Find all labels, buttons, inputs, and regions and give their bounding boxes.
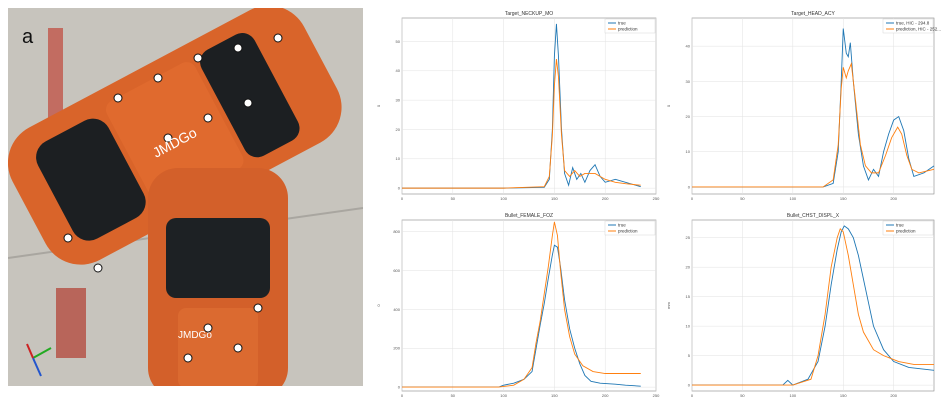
x-tick-label: 200 — [890, 196, 897, 201]
x-tick-label: 200 — [602, 196, 609, 201]
x-tick-label: 100 — [789, 196, 796, 201]
brand-text-2: JMDGo — [178, 330, 212, 341]
x-tick-label: 50 — [451, 393, 456, 398]
y-tick-label: 10 — [686, 324, 691, 329]
x-tick-label: 0 — [401, 393, 404, 398]
y-tick-label: 10 — [396, 156, 401, 161]
x-tick-label: 0 — [691, 393, 694, 398]
x-tick-label: 150 — [840, 196, 847, 201]
y-tick-label: 25 — [686, 235, 691, 240]
legend-label: prediction — [618, 27, 638, 32]
y-tick-label: 0 — [398, 385, 401, 390]
legend-label: true — [618, 21, 626, 26]
y-tick-label: 0 — [398, 186, 401, 191]
legend-label: prediction — [618, 229, 638, 234]
legend-box — [882, 18, 934, 34]
x-tick-label: 100 — [789, 393, 796, 398]
series-line-prediction — [402, 221, 641, 388]
chart-title: Target_NECKUP_MO — [505, 11, 553, 17]
chart-title: Target_HEAD_ACY — [791, 11, 835, 17]
x-tick-label: 50 — [740, 196, 745, 201]
legend-box — [604, 220, 656, 236]
y-tick-label: 30 — [686, 79, 691, 84]
y-axis-label: 0 — [666, 104, 671, 107]
legend-box — [882, 220, 934, 236]
legend-label: true, HIC - 294.8 — [896, 21, 930, 26]
x-tick-label: 0 — [691, 196, 694, 201]
y-tick-label: 10 — [686, 149, 691, 154]
x-tick-label: 200 — [890, 393, 897, 398]
chart-c: 0 50 100 150 200 0 10 20 30 40 Target_HEAD_ACY 0 tru… — [662, 8, 941, 208]
y-tick-label: 200 — [393, 346, 400, 351]
x-tick-label: 100 — [500, 196, 507, 201]
y-tick-label: 40 — [396, 68, 401, 73]
y-tick-label: 40 — [686, 44, 691, 49]
panel-label-a: a — [22, 26, 34, 48]
chart-d: 0 50 100 150 200 250 0 200 400 600 800 Bullet_FEMAL… — [372, 210, 662, 405]
x-tick-label: 200 — [602, 393, 609, 398]
plot-area — [691, 17, 935, 195]
y-tick-label: 0 — [688, 383, 691, 388]
y-tick-label: 20 — [396, 127, 401, 132]
chart-title: Bullet_FEMALE_FOZ — [505, 213, 553, 219]
y-tick-label: 400 — [393, 307, 400, 312]
series-line-prediction — [692, 228, 934, 386]
crash-test-illustration: JMDGo JMDGo — [8, 8, 363, 386]
plot-area — [401, 17, 657, 195]
y-axis-label: 0 — [376, 104, 381, 107]
y-axis-label: 0 — [376, 304, 381, 307]
y-axis-label: mm — [666, 302, 671, 309]
x-tick-label: 250 — [653, 393, 660, 398]
legend-label: prediction, HIC - 252... — [896, 27, 941, 32]
series-line-prediction — [692, 62, 935, 188]
plot-area — [691, 219, 935, 392]
x-tick-label: 50 — [740, 393, 745, 398]
chart-d-svg: 0 50 100 150 200 250 0 200 400 600 800 Bullet_FEMAL… — [376, 213, 660, 398]
legend-label: prediction — [896, 229, 916, 234]
chart-b-svg: 0 50 100 150 200 250 0 10 20 30 40 50 Target_NECKUP_… — [376, 11, 660, 201]
y-tick-label: 20 — [686, 114, 691, 119]
x-tick-label: 0 — [401, 196, 404, 201]
x-tick-label: 250 — [653, 196, 660, 201]
y-tick-label: 20 — [686, 265, 691, 270]
crash-test-photo: JMDGo JMDGo — [8, 8, 363, 386]
legend-label: true — [618, 223, 626, 228]
y-tick-label: 800 — [393, 229, 400, 234]
chart-b: 0 50 100 150 200 250 0 10 20 30 40 50 Target_NECKUP_… — [372, 8, 662, 208]
series-line-true — [692, 28, 935, 188]
chart-title: Bullet_CHST_DISPL_X — [787, 213, 840, 219]
chart-c-svg: 0 50 100 150 200 0 10 20 30 40 Target_HEAD_ACY 0 tru… — [666, 11, 941, 201]
y-tick-label: 30 — [396, 98, 401, 103]
chart-e: 0 50 100 150 200 0 5 10 15 20 25 Bullet_CHST_DISPL_… — [662, 210, 940, 405]
x-tick-label: 150 — [840, 393, 847, 398]
legend-label: true — [896, 223, 904, 228]
plot-area — [401, 219, 657, 392]
x-tick-label: 150 — [551, 393, 558, 398]
chart-e-svg: 0 50 100 150 200 0 5 10 15 20 25 Bullet_CHST_DISPL_… — [666, 213, 935, 398]
series-line-prediction — [402, 59, 641, 189]
x-tick-label: 100 — [500, 393, 507, 398]
y-tick-label: 600 — [393, 268, 400, 273]
y-tick-label: 50 — [396, 39, 401, 44]
legend-box — [604, 18, 656, 34]
x-tick-label: 150 — [551, 196, 558, 201]
y-tick-label: 0 — [688, 184, 691, 189]
y-tick-label: 5 — [688, 353, 691, 358]
x-tick-label: 50 — [451, 196, 456, 201]
y-tick-label: 15 — [686, 294, 691, 299]
